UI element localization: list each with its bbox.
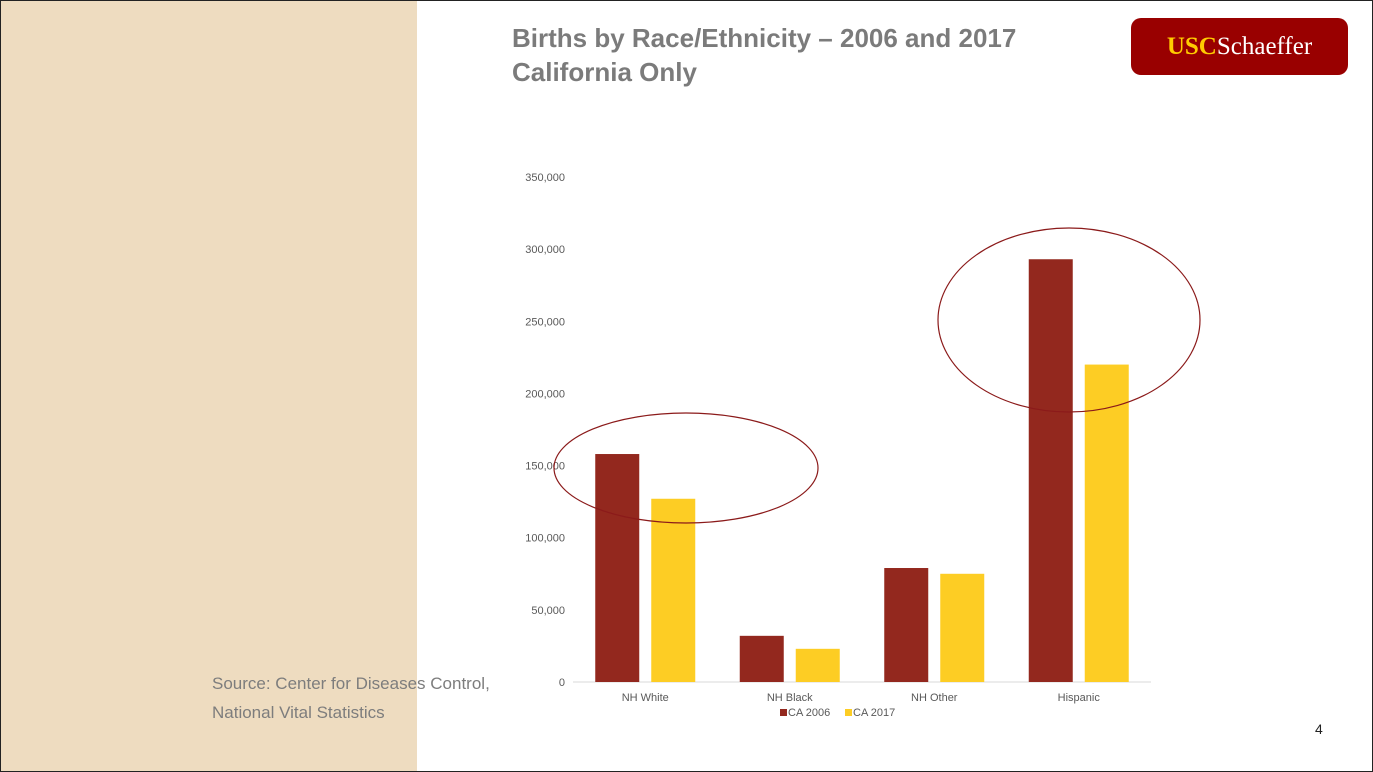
highlight-ellipses <box>553 227 1201 524</box>
bar-nh-white-ca-2017 <box>651 498 696 682</box>
page-number: 4 <box>1315 721 1323 737</box>
x-category-label: NH Black <box>767 692 813 704</box>
y-tick-label: 150,000 <box>525 461 565 473</box>
usc-schaeffer-logo: USC Schaeffer <box>1131 18 1348 75</box>
x-category-label: NH Other <box>911 692 958 704</box>
legend-swatch-ca-2006 <box>780 709 787 716</box>
logo-usc-text: USC <box>1166 32 1217 60</box>
bar-nh-other-ca-2006 <box>884 568 929 682</box>
y-tick-label: 350,000 <box>525 172 565 184</box>
bar-nh-black-ca-2006 <box>739 635 784 682</box>
highlight-ellipse-hispanic <box>937 227 1201 413</box>
legend-label-ca-2017: CA 2017 <box>853 707 895 719</box>
slide-title: Births by Race/Ethnicity – 2006 and 2017… <box>512 23 1017 87</box>
y-tick-label: 200,000 <box>525 388 565 400</box>
y-tick-label: 50,000 <box>531 605 565 617</box>
logo-schaeffer-text: Schaeffer <box>1216 32 1313 60</box>
side-panel <box>1 1 417 771</box>
legend: CA 2006 CA 2017 <box>780 707 895 719</box>
bars <box>595 259 1129 682</box>
source-note: Source: Center for Diseases Control, Nat… <box>212 674 490 722</box>
bar-hispanic-ca-2017 <box>1084 364 1129 682</box>
y-tick-label: 100,000 <box>525 533 565 545</box>
bar-nh-other-ca-2017 <box>940 573 985 682</box>
bar-nh-white-ca-2006 <box>595 454 640 682</box>
y-tick-label: 250,000 <box>525 316 565 328</box>
bar-hispanic-ca-2006 <box>1028 259 1073 682</box>
x-category-label: Hispanic <box>1058 692 1101 704</box>
bar-nh-black-ca-2017 <box>795 648 840 682</box>
y-tick-label: 300,000 <box>525 244 565 256</box>
y-axis-ticks: 0 50,000 100,000 150,000 200,000 250,000 300,0… <box>525 172 565 689</box>
legend-label-ca-2006: CA 2006 <box>788 707 830 719</box>
legend-swatch-ca-2017 <box>845 709 852 716</box>
category-labels: NH White NH Black NH Other Hispanic <box>622 692 1101 704</box>
x-category-label: NH White <box>622 692 669 704</box>
highlight-ellipse-nh-white <box>553 412 819 524</box>
y-tick-label: 0 <box>559 677 565 689</box>
